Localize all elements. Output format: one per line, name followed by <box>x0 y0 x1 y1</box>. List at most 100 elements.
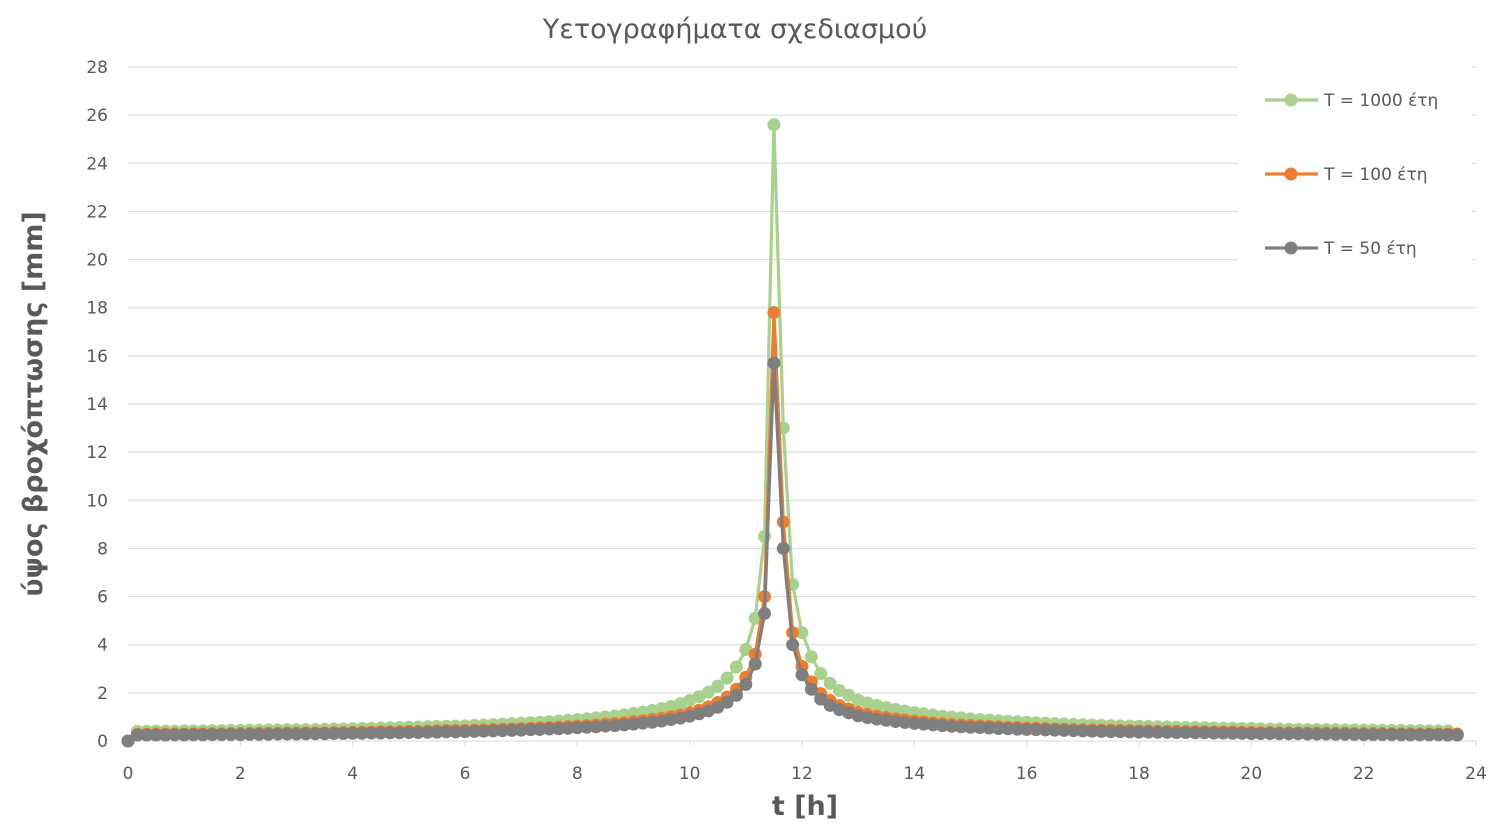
data-point <box>767 118 781 132</box>
data-point <box>533 722 547 736</box>
data-point <box>1385 728 1399 742</box>
x-tick-label: 18 <box>1128 764 1150 784</box>
legend-item-1: Τ = 100 έτη <box>1265 165 1428 185</box>
data-point <box>514 723 528 737</box>
data-point <box>795 626 809 640</box>
y-tick-label: 28 <box>86 58 108 78</box>
data-point <box>1010 722 1024 736</box>
data-point <box>1132 725 1146 739</box>
data-point <box>767 356 781 370</box>
data-point <box>1029 723 1043 737</box>
data-point <box>964 720 977 734</box>
data-point <box>1169 726 1183 740</box>
data-point <box>1001 722 1015 736</box>
data-point <box>158 728 172 742</box>
chart-title: Υετογραφήματα σχεδιασμού <box>542 14 928 45</box>
data-point <box>711 679 725 693</box>
data-point <box>130 728 144 742</box>
data-point <box>926 718 940 732</box>
data-point <box>177 728 191 742</box>
data-point <box>1038 723 1052 737</box>
data-point <box>814 667 828 681</box>
legend-swatch-marker <box>1284 167 1298 181</box>
data-point <box>1263 727 1277 741</box>
data-point <box>224 728 238 742</box>
data-point <box>898 715 912 729</box>
data-point <box>439 725 453 739</box>
data-point <box>327 727 341 741</box>
data-point <box>814 692 828 706</box>
data-point <box>795 668 809 682</box>
x-tick-label: 0 <box>123 764 134 784</box>
data-point <box>1066 724 1080 738</box>
data-point <box>701 685 715 699</box>
data-point <box>608 719 622 733</box>
data-point <box>336 727 350 741</box>
data-point <box>1160 725 1174 739</box>
data-point <box>561 721 575 735</box>
data-point <box>767 306 781 320</box>
data-point <box>1450 728 1464 742</box>
data-point <box>1432 728 1446 742</box>
data-point <box>982 721 996 735</box>
data-point <box>308 727 322 741</box>
data-point <box>1226 726 1240 740</box>
data-point <box>1244 727 1258 741</box>
data-point <box>355 726 369 740</box>
data-point <box>1095 724 1109 738</box>
data-point <box>121 734 135 748</box>
data-point <box>1113 725 1127 739</box>
data-point <box>1048 723 1062 737</box>
data-point <box>1329 727 1343 741</box>
data-point <box>1310 727 1324 741</box>
data-point <box>804 650 818 664</box>
data-point <box>168 728 182 742</box>
data-point <box>748 657 762 671</box>
data-point <box>786 638 800 652</box>
data-point <box>917 717 931 731</box>
y-tick-label: 8 <box>97 539 108 559</box>
legend-item-0: Τ = 1000 έτη <box>1265 91 1438 111</box>
y-tick-label: 10 <box>86 491 108 511</box>
data-point <box>1347 727 1361 741</box>
data-point <box>486 724 500 738</box>
data-point <box>720 671 734 685</box>
y-tick-label: 14 <box>86 395 108 415</box>
data-point <box>1413 728 1427 742</box>
data-point <box>1301 727 1314 741</box>
grid-layer <box>128 66 1476 694</box>
data-point <box>383 726 397 740</box>
data-point <box>458 725 472 739</box>
x-tick-label: 14 <box>904 764 926 784</box>
data-point <box>1085 724 1099 738</box>
data-point <box>392 726 406 740</box>
data-point <box>252 727 266 741</box>
data-point <box>1254 727 1268 741</box>
data-point <box>627 717 640 731</box>
x-tick-label: 2 <box>235 764 246 784</box>
data-point <box>524 723 538 737</box>
legend: Τ = 1000 έτη Τ = 100 έτη Τ = 50 έτη <box>1265 91 1438 259</box>
data-point <box>739 677 753 691</box>
data-point <box>1394 728 1408 742</box>
data-point <box>1282 727 1296 741</box>
series-layer <box>121 118 1464 748</box>
data-point <box>421 725 435 739</box>
x-tick-label: 24 <box>1465 764 1487 784</box>
data-point <box>280 727 294 741</box>
data-point <box>1319 727 1333 741</box>
data-point <box>907 716 921 730</box>
data-point <box>1272 727 1286 741</box>
y-tick-label: 12 <box>86 443 108 463</box>
data-point <box>823 676 837 690</box>
x-tick-label: 16 <box>1016 764 1038 784</box>
data-point <box>411 726 425 740</box>
data-point <box>1422 728 1436 742</box>
x-tick-label: 12 <box>791 764 813 784</box>
y-tick-label: 26 <box>86 106 108 126</box>
data-point <box>570 721 584 735</box>
data-point <box>430 725 444 739</box>
series-2 <box>121 356 1464 748</box>
data-point <box>1375 728 1389 742</box>
data-point <box>720 695 734 709</box>
